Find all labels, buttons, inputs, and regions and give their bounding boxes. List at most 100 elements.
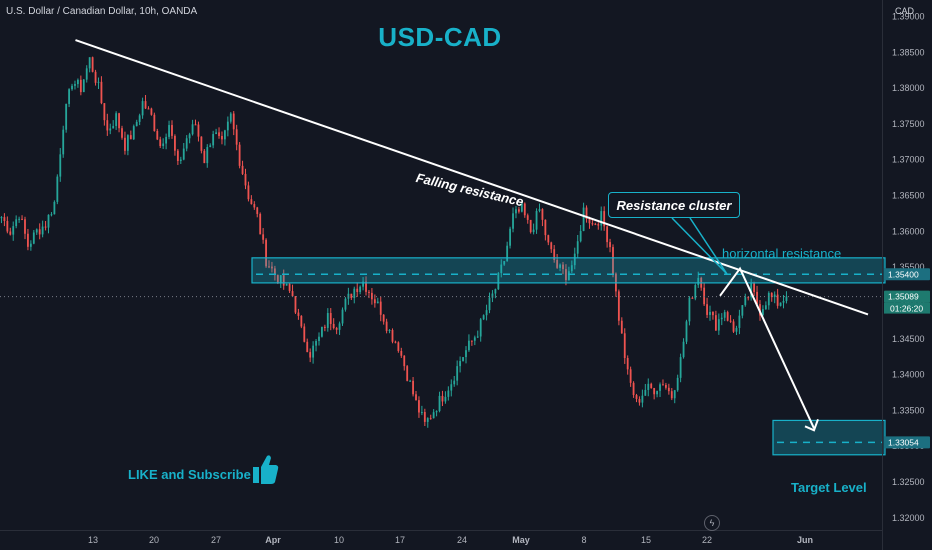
current-price-tag: 1.35089 xyxy=(888,292,919,302)
candle-body xyxy=(682,341,685,358)
candle-body xyxy=(141,101,144,116)
candle-body xyxy=(144,101,147,109)
candle-body xyxy=(423,412,426,422)
candle-body xyxy=(262,234,265,240)
price-tick-label: 1.38000 xyxy=(892,83,925,93)
thumbs-up-icon xyxy=(253,455,279,484)
candle-body xyxy=(15,219,18,227)
candle-body xyxy=(517,209,520,212)
candle-body xyxy=(691,297,694,299)
candle-body xyxy=(476,336,479,338)
candle-body xyxy=(444,396,447,402)
candle-body xyxy=(344,298,347,310)
candle-body xyxy=(338,323,341,330)
price-tick-label: 1.36000 xyxy=(892,226,925,236)
candle-body xyxy=(288,283,291,292)
candle-body xyxy=(265,239,267,267)
candle-body xyxy=(582,207,585,232)
price-tick-label: 1.39000 xyxy=(892,11,925,21)
candle-body xyxy=(291,291,294,297)
candle-body xyxy=(44,226,47,228)
candle-body xyxy=(276,275,279,284)
candle-body xyxy=(544,219,547,236)
candle-body xyxy=(153,114,156,131)
candle-body xyxy=(59,154,62,177)
candle-body xyxy=(323,326,326,328)
candle-body xyxy=(764,305,767,310)
candle-body xyxy=(406,366,409,381)
resistance-price-tag-bg xyxy=(884,268,930,281)
candle-body xyxy=(570,265,573,272)
candle-body xyxy=(326,313,329,328)
lightning-icon[interactable]: ϟ xyxy=(704,515,720,531)
candle-body xyxy=(594,223,597,225)
candle-body xyxy=(753,282,756,292)
candle-body xyxy=(679,357,682,378)
candle-body xyxy=(115,113,118,126)
candle-body xyxy=(426,418,429,422)
candle-body xyxy=(188,134,191,139)
candle-body xyxy=(585,207,588,219)
candle-body xyxy=(694,285,697,299)
candle-body xyxy=(776,294,779,306)
candle-body xyxy=(182,148,185,160)
candle-body xyxy=(100,81,103,104)
candle-body xyxy=(415,394,417,401)
candle-body xyxy=(309,352,312,358)
candle-body xyxy=(479,319,482,337)
candle-body xyxy=(47,214,50,228)
price-tick-label: 1.37000 xyxy=(892,155,925,165)
candle-body xyxy=(32,232,35,244)
candle-body xyxy=(744,297,747,306)
candle-body xyxy=(735,327,738,332)
candle-body xyxy=(509,228,512,246)
candle-body xyxy=(53,201,56,215)
candle-body xyxy=(559,264,561,268)
candle-body xyxy=(394,341,397,343)
candle-body xyxy=(541,209,544,220)
candle-body xyxy=(174,135,176,151)
candle-body xyxy=(9,231,12,235)
candle-body xyxy=(362,281,365,287)
candle-body xyxy=(35,229,38,233)
currency-label: CAD xyxy=(894,6,914,16)
candle-body xyxy=(685,321,688,342)
candle-body xyxy=(6,221,9,232)
falling-trendline xyxy=(75,39,869,316)
candle-body xyxy=(773,294,776,298)
candle-body xyxy=(223,130,226,140)
candle-body xyxy=(212,134,215,146)
candle-body xyxy=(723,312,726,318)
candle-body xyxy=(379,301,382,315)
candle-body xyxy=(165,136,168,144)
candle-body xyxy=(50,214,53,216)
time-tick-label: 13 xyxy=(88,535,98,545)
candle-body xyxy=(470,340,473,342)
candle-body xyxy=(720,317,723,320)
resistance-price-tag: 1.35400 xyxy=(888,269,919,279)
candle-body xyxy=(232,113,235,130)
candle-body xyxy=(271,266,273,269)
price-tick-label: 1.37500 xyxy=(892,119,925,129)
candle-body xyxy=(315,340,317,346)
candle-body xyxy=(512,213,514,229)
target-zone xyxy=(772,419,886,456)
candle-body xyxy=(247,185,250,200)
candle-body xyxy=(491,293,494,298)
candle-body xyxy=(500,264,503,274)
candle-body xyxy=(382,314,385,322)
candle-body xyxy=(356,288,359,293)
candle-body xyxy=(494,289,497,294)
candle-body xyxy=(741,305,744,316)
candle-body xyxy=(385,321,388,331)
candle-body xyxy=(567,271,570,281)
time-tick-label: Jun xyxy=(797,535,813,545)
candle-body xyxy=(253,204,256,208)
candle-body xyxy=(147,108,150,110)
candle-body xyxy=(329,313,332,324)
candle-body xyxy=(612,247,614,274)
candle-body xyxy=(588,218,591,224)
candle-body xyxy=(370,292,373,300)
candle-body xyxy=(656,390,659,395)
